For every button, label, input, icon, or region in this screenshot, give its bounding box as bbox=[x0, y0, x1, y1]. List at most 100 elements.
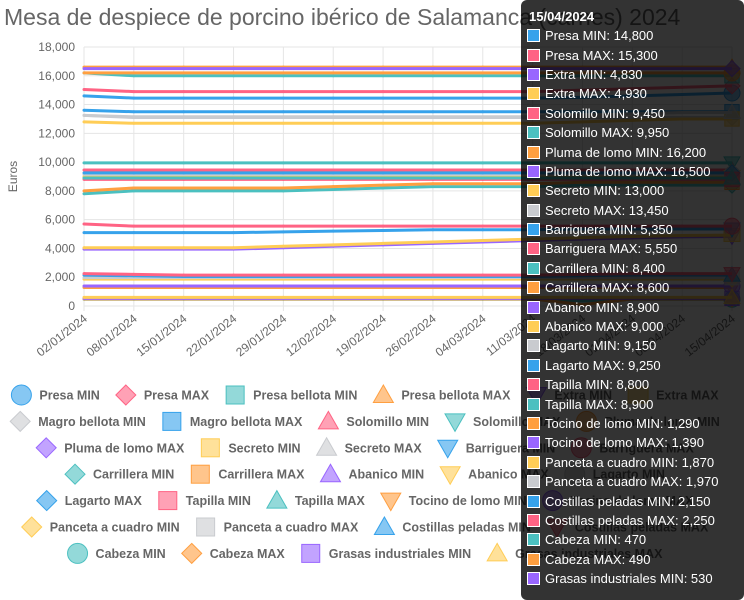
data-point[interactable] bbox=[232, 115, 236, 119]
legend-item[interactable]: Carrillera MAX bbox=[190, 464, 305, 484]
data-point[interactable] bbox=[232, 90, 236, 94]
data-point[interactable] bbox=[381, 284, 385, 288]
legend-label[interactable]: Grasas industriales MIN bbox=[329, 547, 471, 561]
data-point[interactable] bbox=[132, 246, 136, 250]
data-point[interactable] bbox=[232, 67, 236, 71]
legend-label[interactable]: Secreto MAX bbox=[345, 441, 423, 455]
data-point[interactable] bbox=[182, 176, 186, 180]
legend-item[interactable]: Panceta a cuadro MIN bbox=[21, 516, 180, 538]
legend-marker-icon[interactable] bbox=[315, 436, 338, 456]
data-point[interactable] bbox=[182, 186, 186, 190]
legend-item[interactable]: Magro bellota MIN bbox=[9, 410, 146, 433]
data-point[interactable] bbox=[182, 273, 186, 277]
data-point[interactable] bbox=[281, 71, 285, 75]
data-point[interactable] bbox=[481, 121, 485, 125]
data-point[interactable] bbox=[381, 241, 385, 245]
legend-marker-icon[interactable] bbox=[9, 410, 31, 433]
data-point[interactable] bbox=[182, 189, 186, 193]
data-point[interactable] bbox=[132, 67, 136, 71]
legend-label[interactable]: Cabeza MIN bbox=[96, 547, 166, 561]
data-point[interactable] bbox=[232, 273, 236, 277]
legend-label[interactable]: Tocino de lomo MIN bbox=[409, 494, 527, 508]
data-point[interactable] bbox=[281, 189, 285, 193]
data-point[interactable] bbox=[232, 161, 236, 165]
data-point[interactable] bbox=[232, 189, 236, 193]
legend-marker-icon[interactable] bbox=[319, 463, 342, 483]
data-point[interactable] bbox=[82, 113, 86, 117]
legend-marker-icon[interactable] bbox=[373, 515, 396, 535]
data-point[interactable] bbox=[281, 96, 285, 100]
data-point[interactable] bbox=[281, 224, 285, 228]
data-point[interactable] bbox=[431, 240, 435, 244]
data-point[interactable] bbox=[481, 168, 485, 172]
data-point[interactable] bbox=[481, 182, 485, 186]
data-point[interactable] bbox=[232, 74, 236, 78]
legend-item[interactable]: Cabeza MAX bbox=[181, 542, 286, 565]
data-point[interactable] bbox=[331, 168, 335, 172]
data-point[interactable] bbox=[431, 176, 435, 180]
legend-item[interactable]: Magro bellota MAX bbox=[162, 411, 303, 431]
data-point[interactable] bbox=[481, 161, 485, 165]
data-point[interactable] bbox=[381, 90, 385, 94]
data-point[interactable] bbox=[381, 110, 385, 114]
data-point[interactable] bbox=[431, 121, 435, 125]
data-point[interactable] bbox=[232, 71, 236, 75]
data-point[interactable] bbox=[182, 231, 186, 235]
data-point[interactable] bbox=[331, 121, 335, 125]
legend-item[interactable]: Presa MIN bbox=[10, 384, 100, 406]
data-point[interactable] bbox=[82, 161, 86, 165]
data-point[interactable] bbox=[281, 74, 285, 78]
data-point[interactable] bbox=[281, 171, 285, 175]
legend-label[interactable]: Lagarto MAX bbox=[65, 494, 143, 508]
data-point[interactable] bbox=[381, 186, 385, 190]
data-point[interactable] bbox=[281, 244, 285, 248]
legend-item[interactable]: Tapilla MAX bbox=[265, 489, 366, 509]
data-point[interactable] bbox=[232, 224, 236, 228]
data-point[interactable] bbox=[232, 246, 236, 250]
data-point[interactable] bbox=[182, 295, 186, 299]
data-point[interactable] bbox=[431, 115, 435, 119]
legend-marker-icon[interactable] bbox=[486, 542, 509, 562]
data-point[interactable] bbox=[182, 171, 186, 175]
data-point[interactable] bbox=[232, 176, 236, 180]
data-point[interactable] bbox=[182, 71, 186, 75]
data-point[interactable] bbox=[331, 67, 335, 71]
legend-item[interactable]: Tapilla MIN bbox=[158, 491, 251, 511]
data-point[interactable] bbox=[232, 295, 236, 299]
legend-marker-icon[interactable] bbox=[181, 542, 203, 565]
data-point[interactable] bbox=[82, 231, 86, 235]
legend-marker-icon[interactable] bbox=[372, 383, 395, 403]
data-point[interactable] bbox=[381, 71, 385, 75]
data-point[interactable] bbox=[82, 171, 86, 175]
data-point[interactable] bbox=[431, 71, 435, 75]
data-point[interactable] bbox=[182, 246, 186, 250]
legend-item[interactable]: Panceta a cuadro MAX bbox=[196, 517, 359, 537]
legend-label[interactable]: Presa bellota MAX bbox=[401, 389, 511, 403]
legend-label[interactable]: Costillas peladas MIN bbox=[402, 521, 531, 535]
legend-label[interactable]: Abanico MIN bbox=[348, 468, 424, 482]
data-point[interactable] bbox=[232, 96, 236, 100]
legend-item[interactable]: Costillas peladas MIN bbox=[373, 515, 531, 535]
data-point[interactable] bbox=[132, 284, 136, 288]
data-point[interactable] bbox=[82, 71, 86, 75]
data-point[interactable] bbox=[182, 168, 186, 172]
legend-item[interactable]: Presa bellota MAX bbox=[372, 383, 511, 403]
legend-label[interactable]: Tapilla MAX bbox=[295, 494, 366, 508]
legend-label[interactable]: Panceta a cuadro MIN bbox=[50, 521, 180, 535]
legend-label[interactable]: Pluma de lomo MAX bbox=[64, 441, 185, 455]
data-point[interactable] bbox=[431, 168, 435, 172]
data-point[interactable] bbox=[132, 161, 136, 165]
data-point[interactable] bbox=[82, 295, 86, 299]
legend-label[interactable]: Panceta a cuadro MAX bbox=[224, 521, 359, 535]
data-point[interactable] bbox=[331, 187, 335, 191]
legend-marker-icon[interactable] bbox=[196, 517, 216, 537]
legend-item[interactable]: Pluma de lomo MAX bbox=[35, 437, 185, 459]
legend-marker-icon[interactable] bbox=[190, 464, 210, 484]
data-point[interactable] bbox=[331, 74, 335, 78]
legend-label[interactable]: Presa MAX bbox=[144, 389, 210, 403]
legend-label[interactable]: Presa MIN bbox=[39, 389, 99, 403]
data-point[interactable] bbox=[132, 90, 136, 94]
data-point[interactable] bbox=[281, 161, 285, 165]
legend-marker-icon[interactable] bbox=[35, 437, 57, 459]
legend-marker-icon[interactable] bbox=[225, 385, 245, 405]
